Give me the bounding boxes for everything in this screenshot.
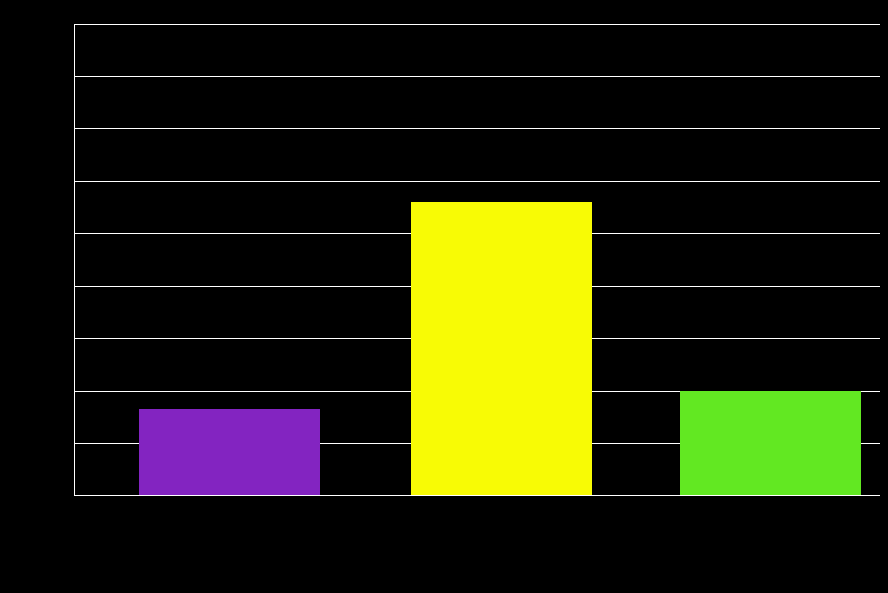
y-axis-line	[74, 24, 75, 496]
gridline	[74, 76, 880, 77]
bar	[139, 409, 320, 496]
bar	[680, 391, 861, 496]
gridline	[74, 128, 880, 129]
gridline	[74, 181, 880, 182]
bar-chart	[74, 24, 880, 496]
bar	[411, 202, 592, 496]
x-axis-line	[74, 495, 880, 496]
gridline	[74, 24, 880, 25]
